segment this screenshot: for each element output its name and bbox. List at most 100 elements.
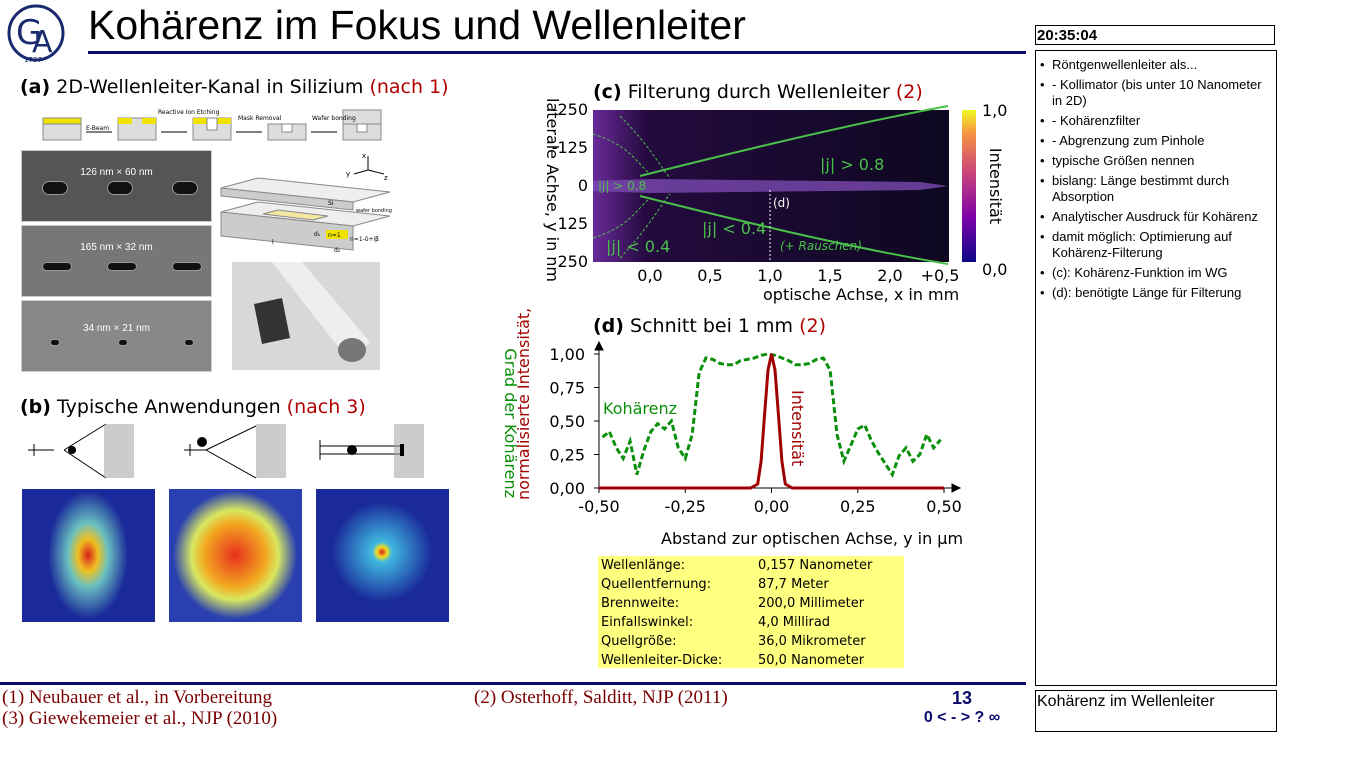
sem-image-1: 126 nm × 60 nm bbox=[21, 150, 212, 222]
parameter-value: 87,7 Meter bbox=[758, 577, 829, 592]
panel-a-title: (a) 2D-Wellenleiter-Kanal in Silizium (n… bbox=[20, 76, 449, 98]
x-axis-arrow bbox=[951, 483, 962, 493]
colorbar bbox=[962, 110, 976, 262]
notes-panel: Röntgenwellenleiter als... - Kollimator (… bbox=[1035, 50, 1277, 686]
intensity-series-line bbox=[599, 353, 944, 490]
diffraction-images bbox=[22, 489, 449, 622]
panel-d-title: (d) Schnitt bei 1 mm (2) bbox=[593, 315, 827, 337]
panel-d-xlabel: Abstand zur optischen Achse, y in µm bbox=[661, 529, 963, 548]
svg-text:|j| < 0.4: |j| < 0.4 bbox=[606, 237, 670, 256]
svg-text:z: z bbox=[384, 174, 388, 182]
svg-text:x: x bbox=[362, 152, 366, 160]
university-seal-icon: G A 1737 bbox=[7, 4, 65, 64]
svg-text:|j| < 0.4: |j| < 0.4 bbox=[702, 219, 766, 238]
svg-text:-250: -250 bbox=[552, 100, 588, 119]
note-item: - Abgrenzung zum Pinhole bbox=[1040, 133, 1272, 149]
parameter-table: Wellenlänge: 0,157 Nanometer Quellentfernu… bbox=[598, 556, 904, 668]
svg-text:125: 125 bbox=[557, 214, 588, 233]
svg-text:y: y bbox=[346, 170, 350, 178]
parameter-key: Quellentfernung: bbox=[601, 577, 712, 592]
panel-b-title: (b) Typische Anwendungen (nach 3) bbox=[20, 396, 366, 418]
note-item: - Kohärenzfilter bbox=[1040, 113, 1272, 129]
svg-text:1,0: 1,0 bbox=[982, 101, 1007, 120]
parameter-value: 4,0 Millirad bbox=[758, 615, 831, 630]
note-item: typische Größen nennen bbox=[1040, 153, 1272, 169]
panel-c-ylabel: laterale Achse, y in nm bbox=[543, 98, 562, 282]
coherence-heatmap-chart: |j| > 0.8 |j| > 0.8 |j| < 0.4 |j| < 0.4 … bbox=[543, 98, 1007, 304]
svg-text:E-Beam: E-Beam bbox=[86, 125, 109, 132]
parameter-value: 50,0 Nanometer bbox=[758, 653, 865, 668]
svg-text:1,0: 1,0 bbox=[757, 266, 782, 285]
svg-text:G: G bbox=[16, 13, 42, 53]
svg-text:|j| > 0.8: |j| > 0.8 bbox=[820, 155, 884, 174]
parameter-key: Wellenleiter-Dicke: bbox=[601, 653, 723, 668]
svg-text:250: 250 bbox=[557, 252, 588, 271]
y-tick-label: 0,25 bbox=[549, 446, 585, 465]
parameter-row: Brennweite: 200,0 Millimeter bbox=[598, 594, 904, 613]
parameter-key: Wellenlänge: bbox=[601, 558, 685, 573]
notes-footer: Kohärenz im Wellenleiter bbox=[1035, 690, 1277, 732]
panel-c-xlabel: optische Achse, x in mm bbox=[763, 285, 959, 304]
note-item: - Kollimator (bis unter 10 Nanometer in … bbox=[1040, 77, 1272, 109]
parameter-row: Quellgröße: 36,0 Mikrometer bbox=[598, 632, 904, 651]
application-sketches bbox=[28, 423, 424, 479]
svg-text:0: 0 bbox=[578, 176, 588, 195]
note-item: damit möglich: Optimierung auf Kohärenz-… bbox=[1040, 229, 1272, 261]
y-tick-label: 1,00 bbox=[549, 345, 585, 364]
series-label-coherence: Kohärenz bbox=[603, 399, 677, 418]
page-number: 13 bbox=[951, 688, 973, 708]
series-label-intensity: Intensität bbox=[788, 390, 807, 466]
svg-text:Reactive Ion Etching: Reactive Ion Etching bbox=[158, 109, 220, 116]
x-tick-label: 0,25 bbox=[840, 497, 876, 516]
reference-1: (1) Neubauer et al., in Vorbereitung bbox=[2, 687, 272, 708]
y-tick-label: 0,00 bbox=[549, 479, 585, 498]
svg-text:(+ Rauschen): (+ Rauschen) bbox=[780, 239, 862, 253]
svg-text:Intensität: Intensität bbox=[986, 148, 1005, 224]
clock: 20:35:04 bbox=[1035, 25, 1275, 45]
svg-text:2,0: 2,0 bbox=[877, 266, 902, 285]
svg-text:Mask Removal: Mask Removal bbox=[238, 115, 282, 122]
parameter-value: 36,0 Mikrometer bbox=[758, 634, 866, 649]
parameter-row: Quellentfernung: 87,7 Meter bbox=[598, 575, 904, 594]
parameter-value: 200,0 Millimeter bbox=[758, 596, 865, 611]
sem-image-3: 34 nm × 21 nm bbox=[21, 300, 212, 372]
parameter-row: Wellenleiter-Dicke: 50,0 Nanometer bbox=[598, 651, 904, 670]
svg-text:0,0: 0,0 bbox=[982, 260, 1007, 279]
svg-text:n=1: n=1 bbox=[328, 232, 341, 239]
svg-text:0,5: 0,5 bbox=[697, 266, 722, 285]
parameter-value: 0,157 Nanometer bbox=[758, 558, 873, 573]
svg-text:(d): (d) bbox=[773, 196, 790, 210]
title-divider bbox=[88, 51, 1026, 54]
svg-text:Si: Si bbox=[328, 200, 334, 207]
note-item: (d): benötigte Länge für Filterung bbox=[1040, 285, 1272, 301]
note-item: Analytischer Ausdruck für Kohärenz bbox=[1040, 209, 1272, 225]
svg-text:Wafer bonding: Wafer bonding bbox=[312, 115, 356, 122]
panel-c-title: (c) Filterung durch Wellenleiter (2) bbox=[593, 81, 923, 103]
svg-text:-125: -125 bbox=[552, 138, 588, 157]
x-tick-label: -0,50 bbox=[578, 497, 619, 516]
parameter-key: Brennweite: bbox=[601, 596, 680, 611]
svg-text:l: l bbox=[272, 239, 274, 246]
note-item: (c): Kohärenz-Funktion im WG bbox=[1040, 265, 1272, 281]
x-tick-label: -0,25 bbox=[665, 497, 706, 516]
logo-year: 1737 bbox=[24, 56, 42, 64]
parameter-row: Einfallswinkel: 4,0 Millirad bbox=[598, 613, 904, 632]
parameter-row: Wellenlänge: 0,157 Nanometer bbox=[598, 556, 904, 575]
y-tick-label: 0,50 bbox=[549, 412, 585, 431]
svg-text:|j| > 0.8: |j| > 0.8 bbox=[598, 179, 646, 193]
y-tick-label: 0,75 bbox=[549, 379, 585, 398]
x-tick-label: 0,50 bbox=[926, 497, 962, 516]
parameter-key: Einfallswinkel: bbox=[601, 615, 694, 630]
y-axis-arrow bbox=[594, 340, 604, 351]
navigation-controls[interactable]: 0 < - > ? ∞ bbox=[923, 709, 1001, 726]
svg-text:d₂: d₂ bbox=[334, 247, 341, 254]
coherence-cut-chart: normalisierte Intensität, Grad der Kohär… bbox=[501, 308, 963, 548]
footer-divider bbox=[0, 682, 1026, 685]
page-title: Kohärenz im Fokus und Wellenleiter bbox=[88, 2, 746, 48]
svg-text:1,5: 1,5 bbox=[817, 266, 842, 285]
svg-text:0,0: 0,0 bbox=[637, 266, 662, 285]
note-item: Röntgenwellenleiter als... bbox=[1040, 57, 1272, 73]
reference-3: (3) Giewekemeier et al., NJP (2010) bbox=[2, 708, 278, 729]
waveguide-schematic-diagram: Si wafer bonding n=1 n=1-δ+iβ d₁ d₂ l x … bbox=[220, 152, 392, 254]
svg-text:A: A bbox=[32, 25, 53, 60]
